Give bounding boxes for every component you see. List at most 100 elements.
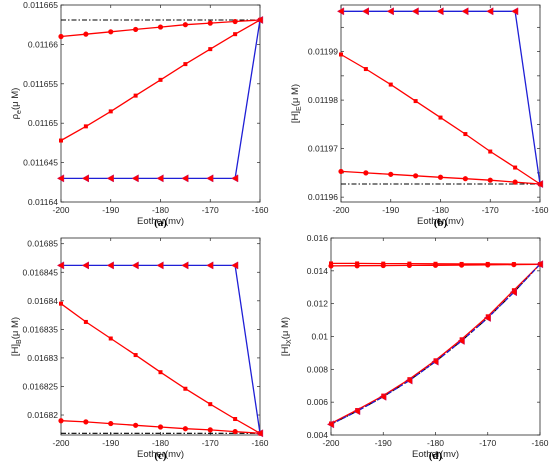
data-point-triangle	[106, 174, 114, 183]
y-axis-label-unit: (μ M)	[10, 317, 21, 339]
data-point-square	[413, 99, 418, 104]
data-point-triangle	[431, 357, 439, 366]
x-tick-label: -170	[479, 438, 496, 448]
y-axis-label-unit: (μ M)	[280, 317, 291, 339]
data-point-square	[158, 77, 163, 82]
y-tick-label: 0.016845	[23, 267, 59, 277]
data-point-circle	[388, 171, 394, 177]
data-point-circle	[338, 168, 344, 175]
series-line	[330, 263, 541, 425]
data-point-triangle	[231, 174, 239, 183]
data-point-square	[339, 52, 343, 57]
data-point-square	[108, 336, 113, 341]
y-tick-label: 0.01682	[27, 410, 58, 420]
data-point-square	[488, 149, 493, 154]
y-axis-label: [H]B(μ M)	[10, 317, 23, 356]
chart-b: -200 -190 -180 -170 -160 0.01196 0.01197 0.0119…	[290, 4, 549, 229]
data-point-circle	[133, 26, 139, 33]
panel-caption: (d)	[429, 450, 443, 462]
data-point-triangle	[131, 261, 139, 270]
x-tick-label: -180	[152, 438, 169, 448]
data-point-triangle	[206, 261, 214, 270]
data-point-circle	[512, 179, 518, 185]
y-axis-label-subscript: E	[296, 106, 303, 111]
x-tick-label: -200	[52, 438, 69, 448]
data-point-circle	[58, 33, 64, 40]
y-tick-label: 0.011665	[23, 0, 58, 10]
y-tick-label: 0.01197	[308, 144, 338, 154]
data-point-square	[108, 109, 113, 114]
plot-area	[60, 237, 261, 436]
data-point-square	[233, 417, 238, 422]
y-tick-label: 0.01685	[27, 239, 58, 249]
data-point-triangle	[81, 174, 90, 183]
data-point-circle	[413, 173, 419, 179]
data-point-circle	[487, 177, 493, 183]
data-point-square	[363, 67, 368, 72]
y-tick-label: 0.01683	[27, 353, 58, 363]
y-axis-label-subscript: B	[16, 339, 23, 344]
x-tick-label: -160	[251, 205, 268, 215]
x-tick-label: -180	[432, 205, 449, 215]
data-point-square	[485, 261, 490, 266]
y-axis-label-base: [H]	[10, 344, 21, 356]
series-1	[58, 418, 263, 436]
panel-caption: (b)	[434, 217, 448, 229]
data-point-triangle	[483, 313, 491, 322]
y-tick-label: 0.01684	[27, 296, 58, 306]
series-1	[58, 17, 263, 40]
data-point-circle	[363, 170, 369, 176]
series-3	[56, 15, 264, 183]
x-tick-label: -200	[52, 205, 69, 215]
x-tick-label: -170	[482, 205, 499, 215]
y-tick-label: 0.01164	[28, 197, 58, 207]
y-tick-label: 0.01198	[308, 95, 338, 105]
data-point-triangle	[231, 261, 239, 270]
data-point-triangle	[386, 7, 394, 16]
data-point-circle	[108, 420, 114, 427]
data-point-square	[233, 32, 238, 37]
data-point-circle	[232, 428, 238, 435]
y-tick-label: 0.012	[307, 299, 329, 309]
data-point-square	[407, 261, 412, 266]
panel-caption: (c)	[154, 450, 167, 462]
data-point-square	[459, 261, 464, 266]
data-point-triangle	[336, 7, 345, 16]
data-point-square	[133, 353, 138, 358]
y-axis-label-base: ρ	[10, 113, 21, 119]
data-point-square	[183, 62, 188, 67]
data-point-square	[83, 124, 88, 129]
y-axis-label: ρe(μ M)	[10, 88, 23, 120]
y-tick-label: 0.01	[311, 332, 328, 342]
data-point-triangle	[486, 7, 494, 16]
y-tick-label: 0.004	[307, 430, 329, 440]
x-tick-label: -190	[375, 438, 392, 448]
y-axis-label: [H]X(μ M)	[280, 317, 293, 356]
y-axis-label-unit: (μ M)	[10, 88, 21, 110]
data-point-circle	[58, 418, 64, 424]
data-point-square	[513, 165, 518, 170]
data-point-square	[208, 402, 213, 407]
y-tick-label: 0.016825	[23, 381, 59, 391]
data-point-triangle	[535, 260, 544, 269]
data-point-triangle	[535, 180, 544, 189]
data-point-triangle	[511, 7, 519, 16]
x-tick-label: -190	[102, 438, 119, 448]
panel-caption: (a)	[154, 217, 167, 229]
data-point-square	[433, 261, 438, 266]
y-axis-label-base: [H]	[290, 111, 301, 123]
chart-c: -200 -190 -180 -170 -160 0.01682 0.016825 0.016…	[10, 237, 269, 462]
plot-area	[60, 4, 261, 203]
x-axis-label: Eother(mv)	[412, 449, 459, 460]
x-tick-label: -200	[332, 205, 349, 215]
y-tick-label: 0.01165	[28, 118, 58, 128]
data-point-circle	[157, 24, 164, 30]
data-point-circle	[437, 174, 444, 180]
chart-d: -200 -190 -180 -170 -160 0.004 0.006 0.008 0.01 0…	[280, 233, 549, 462]
data-point-triangle	[131, 174, 139, 183]
data-point-triangle	[255, 15, 264, 24]
y-axis-label: [H]E(μ M)	[290, 84, 303, 123]
y-tick-label: 0.008	[307, 364, 329, 374]
y-tick-label: 0.014	[307, 266, 329, 276]
data-point-triangle	[457, 336, 465, 345]
